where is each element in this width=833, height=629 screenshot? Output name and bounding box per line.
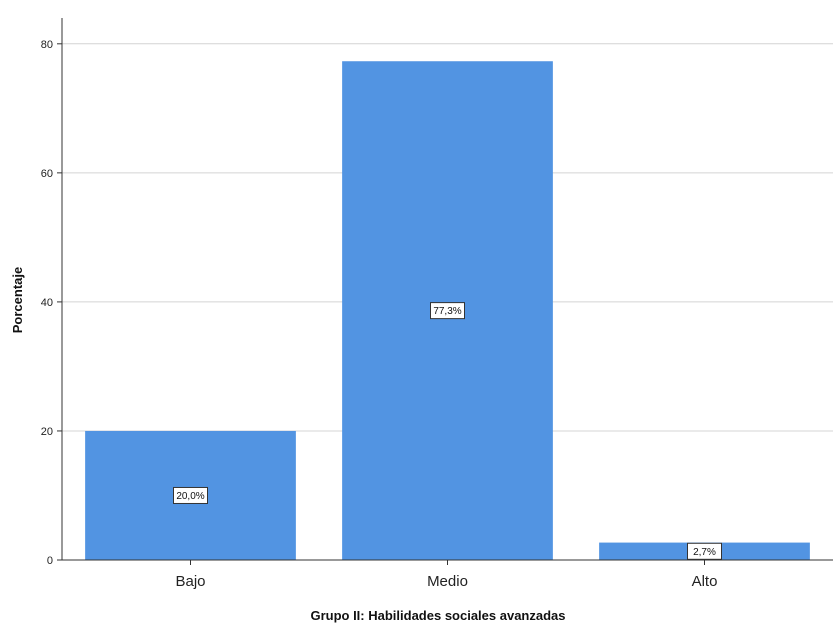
y-tick-label: 40: [41, 297, 53, 309]
x-axis-title: Grupo II: Habilidades sociales avanzadas: [310, 608, 565, 623]
x-tick-label: Medio: [427, 573, 468, 590]
y-axis-title: Porcentaje: [10, 267, 25, 333]
data-labels: 20,0% 77,3% 2,7%: [173, 302, 722, 560]
y-tick-label: 60: [41, 168, 53, 180]
x-tick-label: Alto: [692, 573, 718, 590]
data-label: 2,7%: [693, 547, 716, 558]
y-tick-label: 0: [47, 555, 53, 567]
data-label-box: [430, 302, 465, 320]
axes: 0 20 40 60 80 Bajo Medio Alto: [41, 18, 833, 590]
x-tick-label: Bajo: [175, 573, 205, 590]
data-label: 20,0%: [176, 491, 204, 502]
data-label-box: [173, 486, 208, 504]
y-tick-label: 80: [41, 39, 53, 51]
data-label: 77,3%: [433, 306, 461, 317]
data-label-box: [687, 542, 722, 560]
y-tick-label: 20: [41, 426, 53, 438]
